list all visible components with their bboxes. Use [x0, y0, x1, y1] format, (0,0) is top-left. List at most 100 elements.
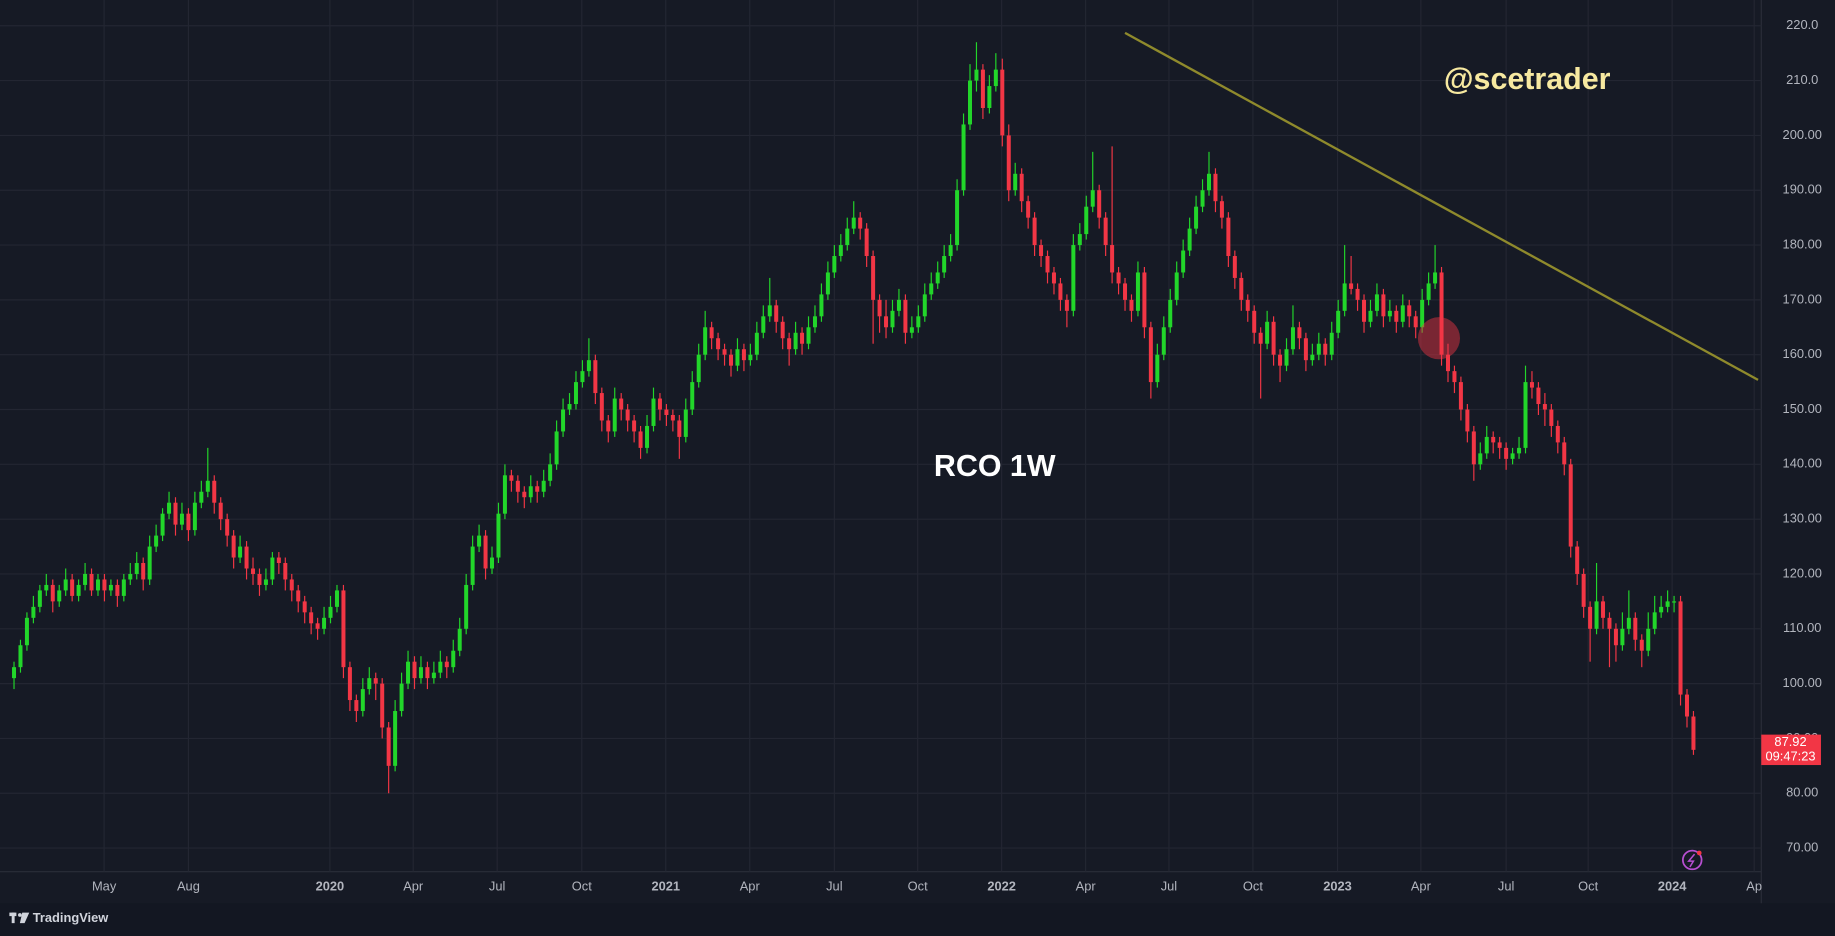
candle-body: [1148, 327, 1153, 383]
candle-body: [748, 354, 753, 361]
candle-body: [606, 420, 611, 432]
candle-body: [1355, 288, 1360, 300]
x-tick-label: Oct: [1243, 878, 1263, 893]
candle-body: [1562, 442, 1567, 465]
y-tick-label: 190.00: [1783, 182, 1822, 197]
candle-body: [1194, 206, 1199, 229]
candle-body: [212, 480, 217, 503]
candle-body: [1226, 217, 1231, 257]
candle-body: [89, 573, 94, 591]
x-tick-label: May: [92, 878, 117, 893]
candle-body: [102, 579, 107, 591]
candle-body: [451, 650, 456, 668]
candle-body: [1077, 234, 1082, 246]
candle-body: [741, 349, 746, 361]
candle-body: [141, 563, 146, 580]
candle-body: [418, 667, 423, 679]
icon-bolt: [1687, 853, 1696, 868]
candle-body: [1594, 601, 1599, 629]
candle-body: [1400, 305, 1405, 322]
y-tick-label: 100.00: [1783, 675, 1822, 690]
candle-body: [425, 667, 430, 679]
candle-body: [1051, 272, 1056, 284]
candle-body: [909, 327, 914, 333]
candle-body: [1103, 217, 1108, 246]
candle-body: [722, 349, 727, 355]
candle-body: [1575, 546, 1580, 574]
candle-body: [1368, 310, 1373, 322]
candle-body: [825, 272, 830, 295]
candle-body: [935, 272, 940, 284]
candle-body: [186, 513, 191, 531]
y-tick-label: 160.00: [1783, 346, 1822, 361]
candle-body: [1161, 327, 1166, 355]
candle-body: [800, 332, 805, 344]
candle-body: [1064, 299, 1069, 311]
candle-body: [108, 584, 113, 591]
candle-body: [302, 601, 307, 613]
x-tick-label: Apr: [403, 878, 424, 893]
candle-body: [1019, 173, 1024, 202]
candle-body: [1491, 436, 1496, 443]
candle-body: [1626, 617, 1631, 629]
candle-body: [1633, 617, 1638, 640]
candle-body: [696, 354, 701, 383]
candle-body: [955, 190, 960, 246]
candle-body: [1116, 272, 1121, 284]
candle-body: [567, 404, 572, 410]
x-tick-label: 2024: [1658, 878, 1687, 893]
candle-body: [1297, 327, 1302, 339]
candle-body: [1213, 173, 1218, 202]
candle-body: [522, 491, 527, 498]
highlight-circle: [1417, 317, 1461, 360]
candle-body: [1433, 272, 1438, 284]
candle-body: [1239, 277, 1244, 300]
candle-body: [1555, 425, 1560, 443]
candle-body: [490, 557, 495, 569]
candle-body: [515, 480, 520, 492]
candle-body: [980, 69, 985, 108]
candle-body: [709, 327, 714, 339]
candle-body: [1426, 283, 1431, 300]
x-tick-label: 2020: [316, 878, 345, 893]
candle-body: [1097, 190, 1102, 218]
candle-body: [154, 535, 159, 547]
candle-body: [1394, 310, 1399, 322]
candle-body: [573, 382, 578, 405]
watermark: @scetrader: [1444, 62, 1611, 96]
candle-body: [1549, 409, 1554, 426]
chart-title: RCO 1W: [934, 449, 1056, 483]
candle-body: [1407, 305, 1412, 317]
candle-body: [632, 420, 637, 432]
candle-body: [386, 727, 391, 766]
candle-body: [37, 590, 42, 607]
candle-body: [257, 573, 262, 585]
candle-body: [780, 321, 785, 339]
candle-body: [341, 590, 346, 668]
candle-body: [373, 678, 378, 684]
candle-body: [942, 256, 947, 273]
candle-body: [1620, 628, 1625, 646]
candle-body: [1691, 716, 1696, 750]
candle-body: [1336, 310, 1341, 333]
y-tick-label: 180.00: [1783, 236, 1822, 251]
candle-body: [1659, 606, 1664, 613]
candle-body: [483, 535, 488, 569]
candle-body: [431, 672, 436, 679]
candle-body: [380, 683, 385, 728]
candle-body: [612, 398, 617, 432]
candle-body: [167, 502, 172, 514]
candle-body: [231, 535, 236, 558]
candle-body: [44, 584, 49, 591]
candle-body: [677, 420, 682, 437]
candle-body: [922, 294, 927, 317]
candle-body: [1458, 382, 1463, 410]
candle-body: [270, 557, 275, 580]
candle-body: [1420, 299, 1425, 328]
candle-body: [1665, 601, 1670, 607]
candle-body: [76, 584, 81, 596]
x-tick-label: Jul: [826, 878, 842, 893]
candle-body: [412, 661, 417, 679]
candle-body: [57, 590, 62, 602]
